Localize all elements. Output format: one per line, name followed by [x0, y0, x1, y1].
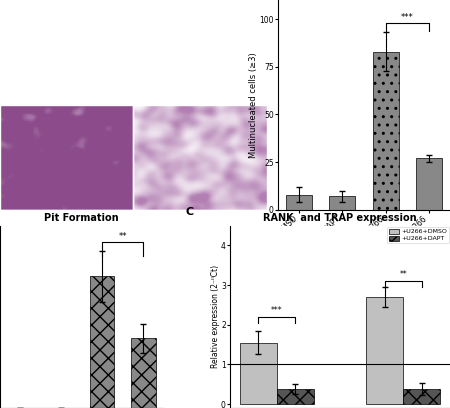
Title: Pit Formation: Pit Formation [44, 213, 119, 223]
Text: **: ** [399, 270, 407, 279]
Bar [0, 105, 134, 210]
Title: RANK  and TRAP expression: RANK and TRAP expression [263, 213, 417, 223]
Bar [277, 389, 314, 404]
Bar [286, 195, 312, 210]
Y-axis label: Relative expression (2⁻ᴵᴵCt): Relative expression (2⁻ᴵᴵCt) [211, 265, 220, 368]
Bar [366, 297, 403, 404]
Y-axis label: Multinucleated cells (≥3): Multinucleated cells (≥3) [249, 52, 258, 158]
Bar [329, 197, 355, 210]
Bar [0, 210, 134, 315]
Legend: +U266+DMSO, +U266+DAPT: +U266+DMSO, +U266+DAPT [387, 227, 449, 243]
Bar [373, 51, 399, 210]
Bar [134, 210, 267, 315]
Bar [240, 343, 277, 404]
Bar [90, 276, 114, 408]
Bar [134, 105, 267, 210]
Bar [131, 338, 156, 408]
Bar [403, 389, 440, 404]
Bar [416, 158, 442, 210]
Text: C: C [186, 207, 194, 217]
Text: ***: *** [401, 13, 414, 22]
Text: ***: *** [271, 306, 283, 315]
Text: **: ** [118, 232, 127, 241]
